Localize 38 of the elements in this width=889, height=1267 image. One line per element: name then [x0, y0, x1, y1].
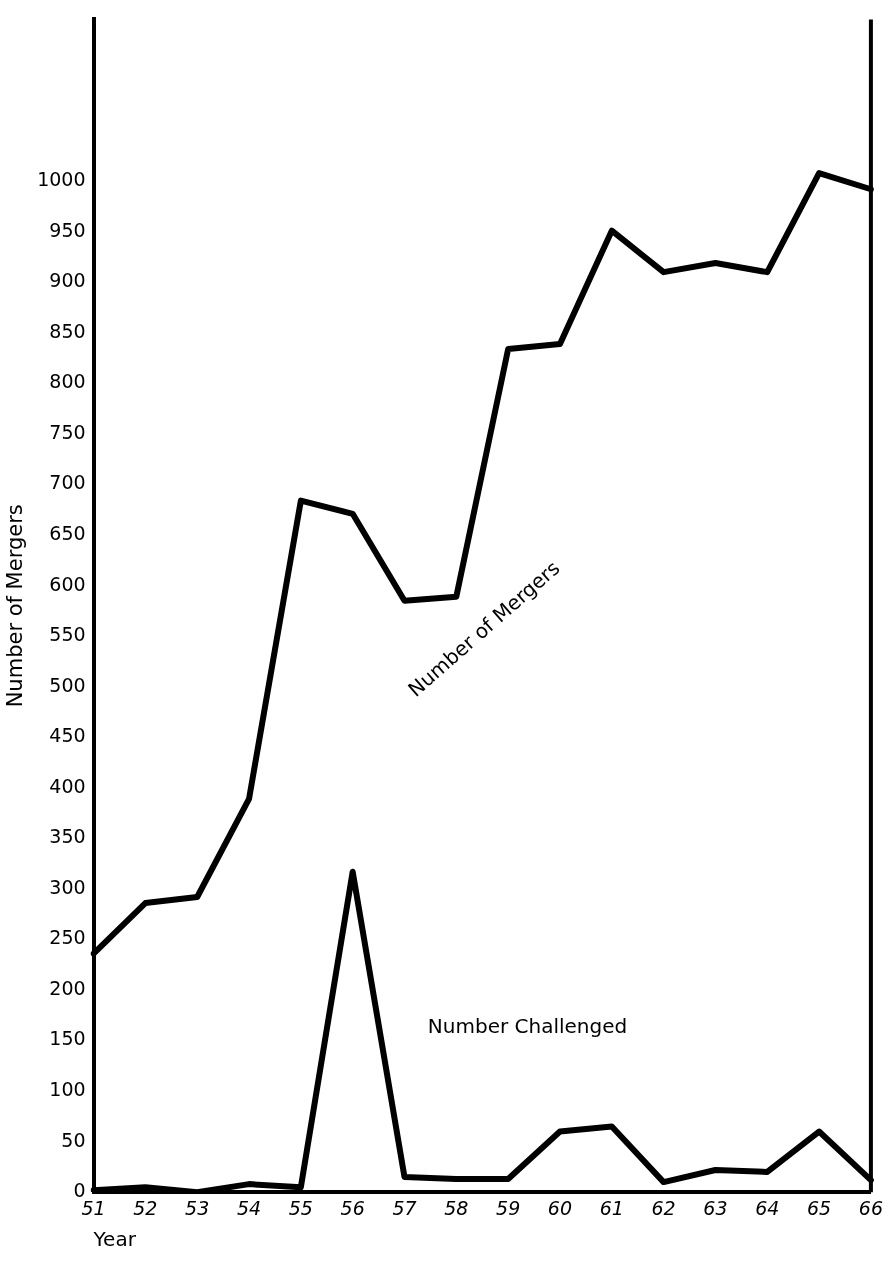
y-tick-label: 1000 [37, 168, 86, 191]
y-tick-label: 700 [49, 471, 86, 494]
x-tick-label: 62 [651, 1196, 676, 1219]
x-tick-label: 60 [547, 1196, 573, 1219]
y-tick-label: 900 [49, 269, 86, 292]
y-tick-label: 500 [49, 673, 86, 696]
text: Number Challenged [427, 1014, 628, 1039]
y-tick-label: 150 [49, 1027, 86, 1050]
y-tick-label: 450 [49, 724, 86, 747]
x-tick-label: 55 [288, 1196, 313, 1219]
y-tick-label: 950 [49, 218, 86, 241]
y-tick-label: 600 [49, 572, 86, 595]
x-tick-label: 57 [392, 1196, 417, 1219]
x-tick-label: 64 [755, 1196, 780, 1219]
x-tick-label: 53 [185, 1196, 210, 1219]
x-tick-label: 66 [858, 1196, 884, 1219]
x-tick-label: 61 [599, 1196, 624, 1219]
y-tick-label: 850 [49, 319, 86, 342]
x-tick-label: 59 [496, 1196, 521, 1219]
x-tick-label: 63 [703, 1196, 728, 1219]
x-tick-label: 65 [806, 1196, 832, 1219]
x-tick-label: 54 [236, 1196, 262, 1219]
x-tick-label: 58 [444, 1196, 469, 1219]
y-tick-label: 400 [49, 774, 86, 797]
y-tick-label: 200 [49, 976, 86, 999]
y-tick-label: 50 [61, 1128, 86, 1151]
x-tick-label: 52 [133, 1196, 158, 1219]
y-tick-label: 350 [49, 825, 86, 848]
y-axis-title: Number of Mergers [3, 504, 28, 708]
y-tick-label: 550 [49, 623, 86, 646]
x-tick-label: 56 [340, 1196, 365, 1219]
y-tick-label: 100 [49, 1078, 86, 1101]
y-tick-label: 650 [49, 521, 86, 544]
y-tick-label: 750 [49, 420, 86, 443]
y-tick-label: 800 [49, 370, 86, 393]
y-tick-label: 250 [49, 926, 86, 949]
y-tick-label: 300 [49, 875, 86, 898]
x-axis-title: Year [92, 1227, 137, 1252]
